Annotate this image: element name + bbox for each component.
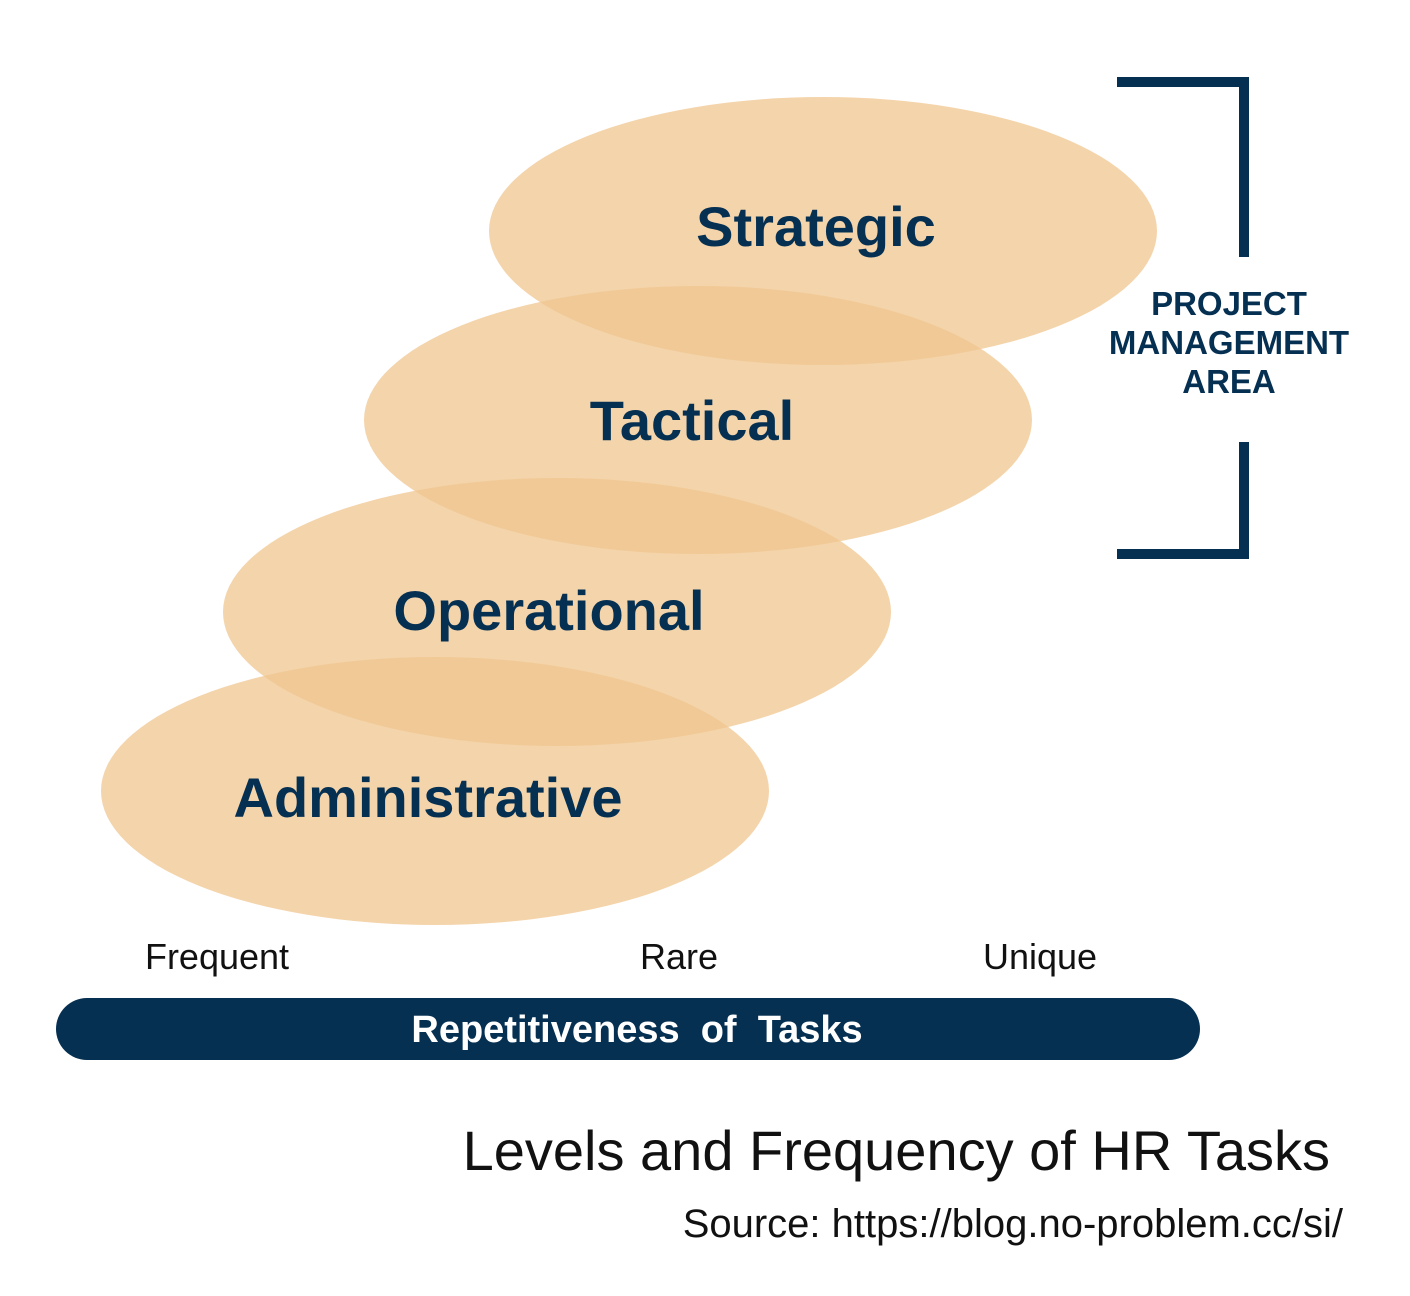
frequency-label-unique: Unique <box>983 936 1097 977</box>
level-label-operational: Operational <box>393 579 704 642</box>
pm-label-line-1: PROJECT <box>1151 285 1307 322</box>
axis-bar <box>56 998 1200 1060</box>
frequency-label-frequent: Frequent <box>145 936 289 977</box>
level-label-administrative: Administrative <box>234 766 623 829</box>
repetitiveness-axis: Repetitiveness of Tasks <box>56 998 1200 1060</box>
caption-source: Source: https://blog.no-problem.cc/si/ <box>683 1202 1344 1246</box>
bracket-bottom <box>1117 442 1249 559</box>
pm-label-line-2: MANAGEMENT <box>1109 324 1349 361</box>
axis-label: Repetitiveness of Tasks <box>411 1009 862 1051</box>
level-ellipses <box>101 97 1157 925</box>
ellipse-administrative <box>101 657 769 925</box>
caption-title: Levels and Frequency of HR Tasks <box>463 1119 1330 1182</box>
frequency-label-rare: Rare <box>640 936 718 977</box>
level-label-strategic: Strategic <box>696 195 936 258</box>
pm-label-line-3: AREA <box>1182 363 1276 400</box>
project-management-bracket <box>1117 77 1249 559</box>
bracket-top <box>1117 77 1249 257</box>
level-label-tactical: Tactical <box>590 389 794 452</box>
